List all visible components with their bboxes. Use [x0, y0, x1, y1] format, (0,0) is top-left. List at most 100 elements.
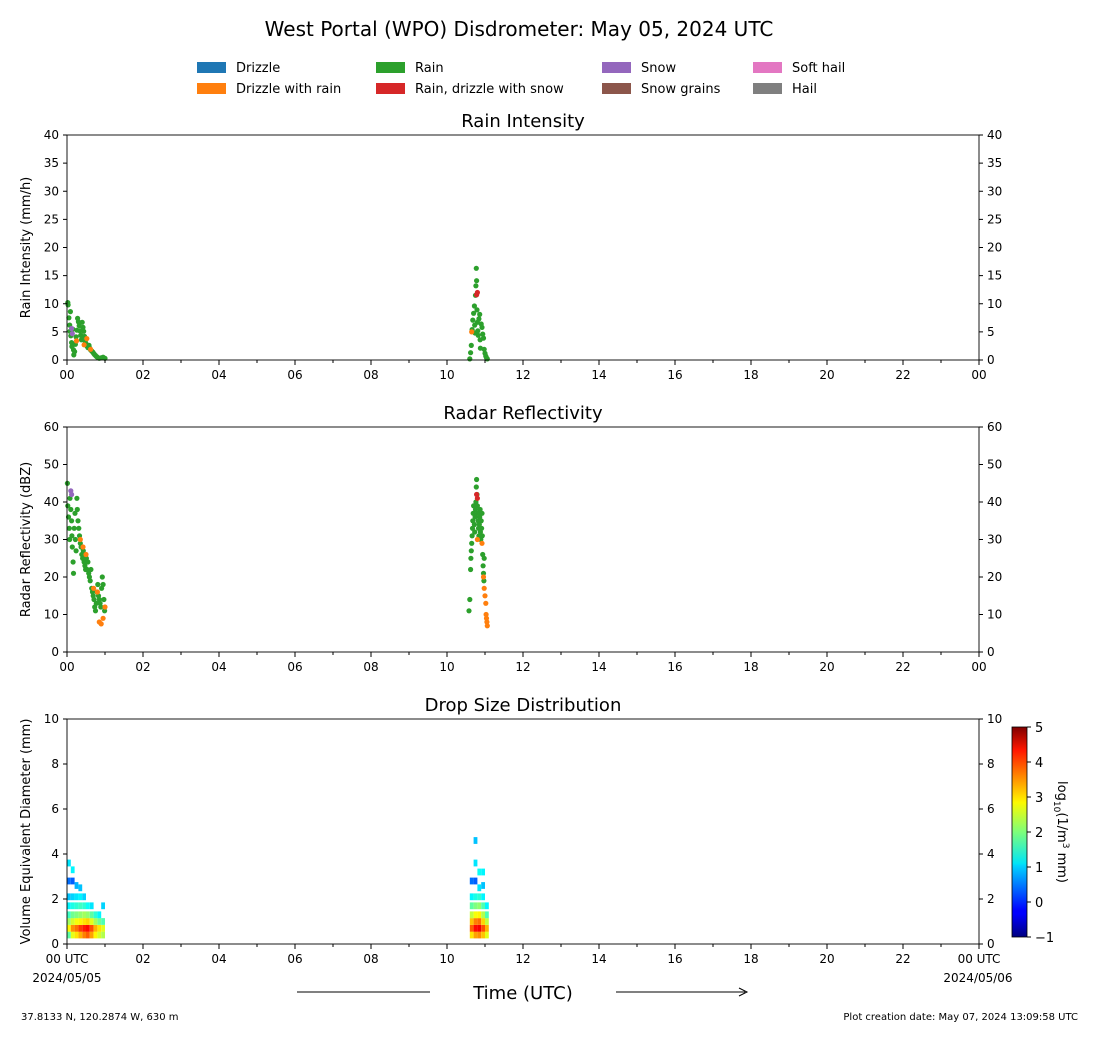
y-axis-label: Volume Equivalent Diameter (mm) — [19, 719, 34, 945]
panel-title: Radar Reflectivity — [443, 403, 603, 424]
data-point — [98, 604, 104, 610]
dsd-cell — [481, 902, 485, 910]
data-point — [69, 325, 75, 332]
data-point — [80, 324, 86, 330]
x-tick-label: 20 — [819, 952, 834, 966]
dsd-cell — [97, 931, 102, 939]
data-point — [73, 334, 79, 340]
dsd-cell — [78, 893, 83, 901]
y-tick-label: 10 — [44, 297, 59, 311]
y-tick-label-right: 20 — [987, 570, 1002, 584]
dsd-cell — [67, 924, 71, 932]
dsd-cell — [89, 911, 94, 919]
legend-label: Snow grains — [641, 82, 721, 97]
y-tick-label-right: 30 — [987, 184, 1002, 198]
x-tick-label: 20 — [819, 368, 834, 382]
y-tick-label-right: 4 — [987, 847, 995, 861]
y-tick-label: 30 — [44, 533, 59, 547]
series-drizzle-with-rain — [77, 536, 490, 629]
legend-label: Drizzle with rain — [236, 82, 341, 97]
data-point — [69, 544, 75, 550]
legend-swatch — [602, 62, 631, 73]
y-tick-label: 0 — [51, 353, 59, 367]
y-tick-label: 2 — [51, 892, 59, 906]
data-point — [480, 563, 486, 569]
dsd-cell — [70, 893, 75, 901]
y-tick-label: 10 — [44, 608, 59, 622]
data-point — [468, 342, 474, 348]
dsd-cell — [86, 918, 90, 925]
data-point — [102, 608, 108, 614]
data-point — [65, 503, 71, 509]
dsd-cell — [74, 924, 79, 932]
data-point — [98, 621, 104, 627]
y-tick-label-right: 20 — [987, 241, 1002, 255]
dsd-cell — [93, 924, 98, 932]
x-tick-label: 00 UTC — [958, 952, 1001, 966]
x-tick-label: 02 — [135, 952, 150, 966]
y-tick-label-right: 5 — [987, 325, 995, 339]
data-point — [84, 336, 90, 342]
y-tick-label-right: 50 — [987, 458, 1002, 472]
x-tick-label: 00 — [59, 368, 74, 382]
y-tick-label-right: 10 — [987, 297, 1002, 311]
plot-frame — [66, 718, 980, 945]
dsd-cell — [469, 931, 474, 939]
data-point — [95, 581, 101, 588]
y-axis-label: Rain Intensity (mm/h) — [19, 177, 34, 319]
data-point — [79, 319, 85, 325]
data-point — [73, 338, 80, 344]
dsd-cell — [481, 882, 485, 889]
data-point — [481, 585, 487, 591]
colorbar-tick-label: 1 — [1035, 861, 1043, 876]
dsd-cell — [469, 877, 474, 885]
dsd-cell — [86, 931, 90, 939]
dsd-cell — [82, 893, 86, 901]
dsd-cell — [86, 911, 90, 919]
y-tick-label: 0 — [51, 937, 59, 951]
x-axis-label: Time (UTC) — [472, 983, 573, 1004]
plot-frame — [66, 426, 980, 653]
data-point — [101, 596, 107, 603]
dsd-cell — [67, 877, 71, 885]
dsd-cell — [101, 931, 105, 939]
y-tick-label-right: 0 — [987, 353, 995, 367]
x-tick-label: 16 — [667, 952, 682, 966]
x-tick-label: 16 — [667, 368, 682, 382]
dsd-cell — [101, 924, 105, 932]
dsd-cell — [469, 902, 474, 910]
data-point — [471, 521, 477, 528]
dsd-cell — [67, 931, 71, 939]
data-point — [81, 342, 87, 348]
y-tick-label: 40 — [44, 128, 59, 142]
series-rain-drizzle-with-snow — [474, 491, 480, 501]
y-tick-label-right: 35 — [987, 156, 1002, 170]
data-point — [473, 265, 479, 271]
y-tick-label: 5 — [51, 325, 59, 339]
x-tick-label: 06 — [287, 368, 302, 382]
data-point — [483, 611, 489, 618]
dsd-cell — [78, 931, 83, 939]
dsd-cell — [97, 924, 102, 932]
dsd-cell — [481, 911, 485, 919]
data-point — [74, 506, 80, 513]
dsd-cell — [67, 902, 71, 910]
data-point — [81, 328, 87, 334]
plot-frame — [66, 134, 980, 361]
data-point — [80, 548, 86, 554]
data-point — [474, 476, 480, 483]
data-point — [468, 350, 474, 356]
data-point — [474, 307, 480, 313]
plot-area — [65, 265, 490, 362]
data-point — [77, 328, 83, 334]
data-point — [481, 555, 487, 561]
data-point — [480, 331, 486, 337]
dsd-cell — [70, 924, 75, 932]
data-point — [66, 315, 72, 321]
x-tick-label: 00 — [971, 660, 986, 674]
data-point — [87, 578, 93, 584]
dsd-cell — [74, 882, 79, 889]
dsd-cell — [485, 902, 489, 910]
legend-swatch — [602, 83, 631, 94]
